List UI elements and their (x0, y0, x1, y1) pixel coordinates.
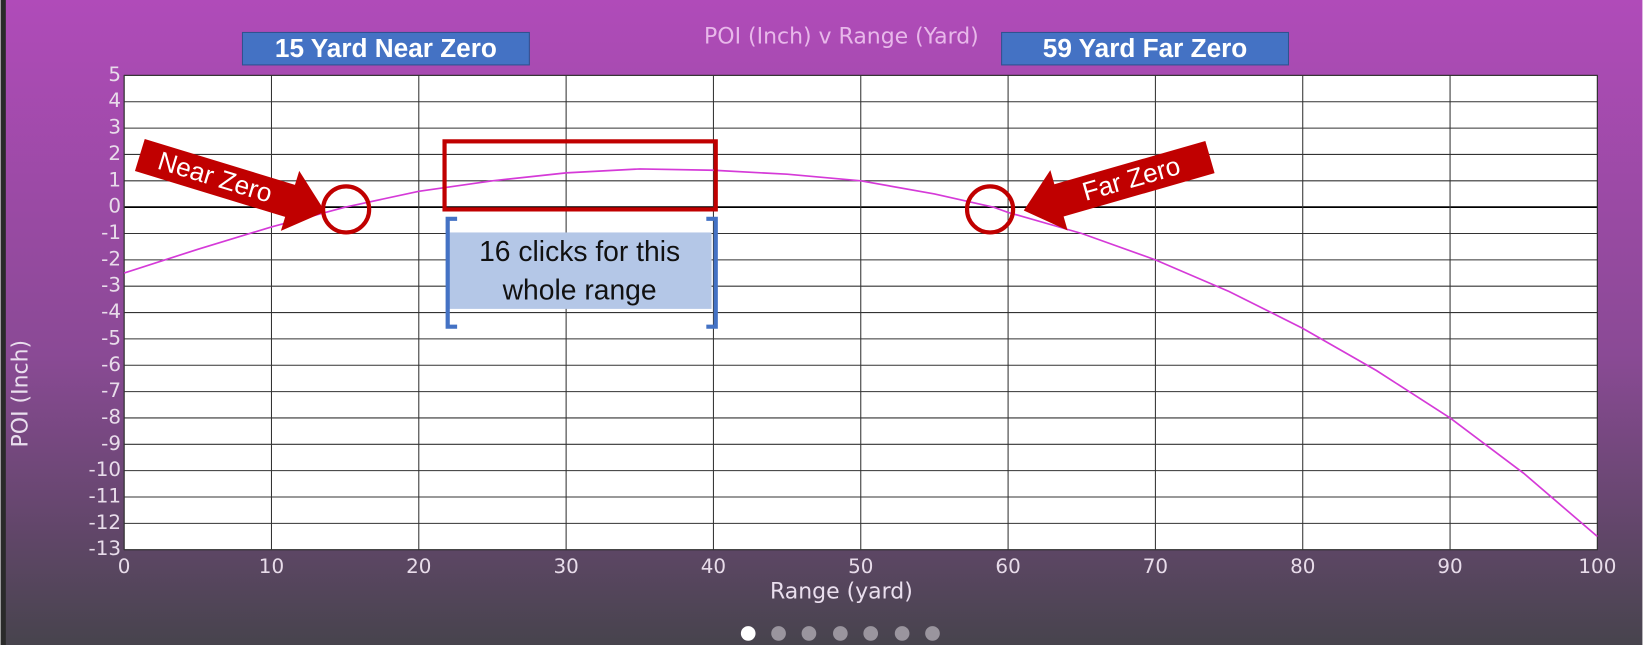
x-tick-label: 40 (701, 555, 726, 578)
range-box (442, 139, 718, 212)
x-tick-label: 0 (118, 555, 131, 578)
x-tick-label: 80 (1290, 555, 1315, 578)
x-tick-label: 20 (406, 555, 431, 578)
y-tick-label: 3 (108, 116, 121, 139)
y-tick-label: -7 (101, 379, 121, 402)
y-tick-label: -12 (89, 511, 121, 534)
x-tick-label: 100 (1578, 555, 1616, 578)
x-tick-label: 90 (1437, 555, 1462, 578)
note-box (448, 232, 712, 309)
series-line (123, 168, 1598, 538)
chart-title: POI (Inch) v Range (Yard) (704, 25, 979, 50)
bracket (445, 216, 718, 329)
y-tick-label: -2 (101, 247, 121, 270)
data (123, 168, 1598, 538)
page-dot[interactable] (894, 626, 910, 641)
y-tick-label: -3 (101, 274, 121, 297)
page-dot[interactable] (771, 626, 786, 641)
y-tick-label: -6 (101, 353, 121, 376)
header-box (1001, 31, 1290, 66)
y-tick-label: -11 (89, 485, 121, 508)
pager (740, 626, 940, 641)
header-box (241, 31, 530, 66)
page-dot[interactable] (801, 626, 817, 641)
page-dot[interactable] (925, 626, 940, 641)
y-tick-label: -8 (101, 405, 121, 428)
x-tick-label: 10 (259, 555, 284, 578)
y-axis-label: POI (Inch) (9, 340, 34, 448)
header-text: 15 Yard Near Zero (275, 33, 497, 63)
y-tick-label: 5 (108, 63, 121, 86)
y-tick-label: 0 (108, 195, 121, 218)
header-text: 59 Yard Far Zero (1043, 33, 1248, 63)
edge (0, 0, 6, 645)
grid (123, 74, 1598, 551)
arrow-shape (134, 138, 326, 231)
note-text: whole range (502, 274, 657, 306)
x-axis-label: Range (yard) (770, 580, 913, 605)
zero-circle (964, 184, 1016, 235)
x-tick-label: 70 (1143, 555, 1168, 578)
y-tick-label: 1 (108, 168, 121, 191)
x-tick-label: 60 (995, 555, 1020, 578)
y-tick-label: -1 (101, 221, 121, 244)
note-text: 16 clicks for this (479, 235, 680, 267)
page-dot[interactable] (833, 626, 848, 641)
zero-circle (320, 184, 372, 235)
page-dot[interactable] (740, 626, 756, 641)
y-tick-label: -5 (101, 326, 121, 349)
y-tick-label: -4 (101, 300, 121, 323)
y-tick-label: 4 (108, 89, 121, 112)
y-tick-label: 2 (108, 142, 121, 165)
x-tick-label: 30 (553, 555, 578, 578)
y-tick-label: -13 (89, 537, 121, 560)
y-tick-label: -9 (101, 432, 121, 455)
page-dot[interactable] (863, 626, 879, 641)
arrow-shape (1023, 140, 1215, 231)
y-tick-label: -10 (89, 458, 121, 481)
x-tick-label: 50 (848, 555, 873, 578)
plot-border (123, 74, 1598, 551)
